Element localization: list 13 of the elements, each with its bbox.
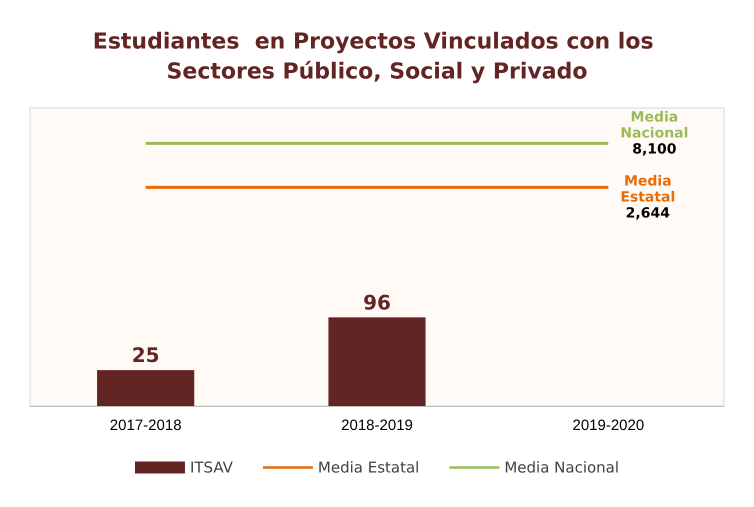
data-label: 2,644 [626,205,670,222]
text: Media Estatal [620,173,676,206]
legend-label: Media Nacional [504,458,620,476]
text: Media Nacional [620,109,688,142]
chart-title: Estudiantes en Proyectos Vinculados con los Sectores Público, Social y Privado [92,30,662,84]
legend-label: Media Estatal [318,458,420,476]
x-tick-label: 2019-2020 [572,417,644,434]
x-tick-label: 2018-2019 [341,417,413,434]
data-label: 8,100 [632,141,677,158]
data-label: 25 [132,343,160,368]
x-tick-label: 2017-2018 [110,417,182,434]
legend-label: ITSAV [190,458,234,476]
data-label: 96 [363,290,391,314]
